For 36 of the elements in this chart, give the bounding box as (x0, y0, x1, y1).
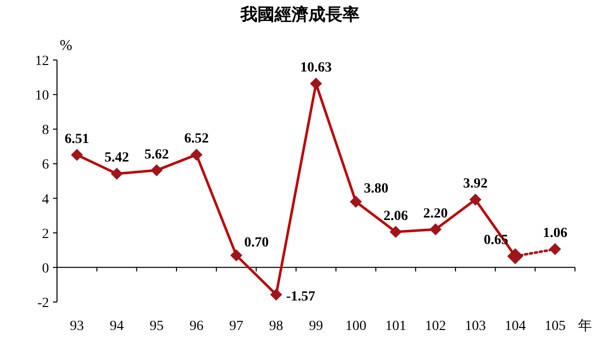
data-label: 0.70 (244, 235, 269, 250)
ylabel: % (60, 38, 72, 54)
x-tick-label: 94 (110, 319, 124, 334)
data-label: 6.51 (64, 132, 90, 147)
x-tick-label: 103 (464, 319, 486, 334)
y-tick-label: 6 (42, 158, 49, 173)
y-tick-label: -2 (37, 296, 49, 311)
x-tick-label: 95 (150, 319, 164, 334)
title: 我國經濟成長率 (240, 5, 360, 24)
data-label: 2.06 (383, 208, 408, 224)
x-tick-label: 101 (385, 319, 406, 334)
data-label: 2.20 (423, 206, 448, 222)
y-tick-label: 10 (35, 88, 49, 104)
data-label: 1.06 (542, 226, 568, 242)
x-tick-label: 99 (309, 319, 323, 334)
y-tick-label: 8 (42, 123, 49, 138)
x-tick-label: 98 (269, 319, 284, 334)
x-tick-label: 97 (229, 319, 244, 334)
data-label: 5.62 (144, 147, 169, 162)
x-tick-label: 93 (70, 319, 84, 334)
data-label: 5.42 (104, 150, 130, 166)
x-tick-label: 102 (425, 319, 446, 334)
y-tick-label: 0 (42, 261, 49, 276)
data-label: 3.92 (463, 176, 488, 192)
data-label: 3.80 (364, 182, 388, 197)
y-tick-label: 4 (42, 192, 49, 208)
data-label: 10.63 (300, 60, 332, 76)
x-tick-label: 100 (345, 319, 366, 334)
data-label: -1.57 (286, 290, 316, 305)
x-tick-label: 96 (189, 319, 204, 334)
xlabel: 年 (578, 319, 592, 334)
x-tick-label: 105 (544, 319, 566, 334)
y-tick-label: 12 (35, 54, 49, 69)
x-tick-label: 104 (504, 319, 526, 334)
data-label: 6.52 (184, 132, 209, 147)
y-tick-label: 2 (42, 226, 49, 242)
